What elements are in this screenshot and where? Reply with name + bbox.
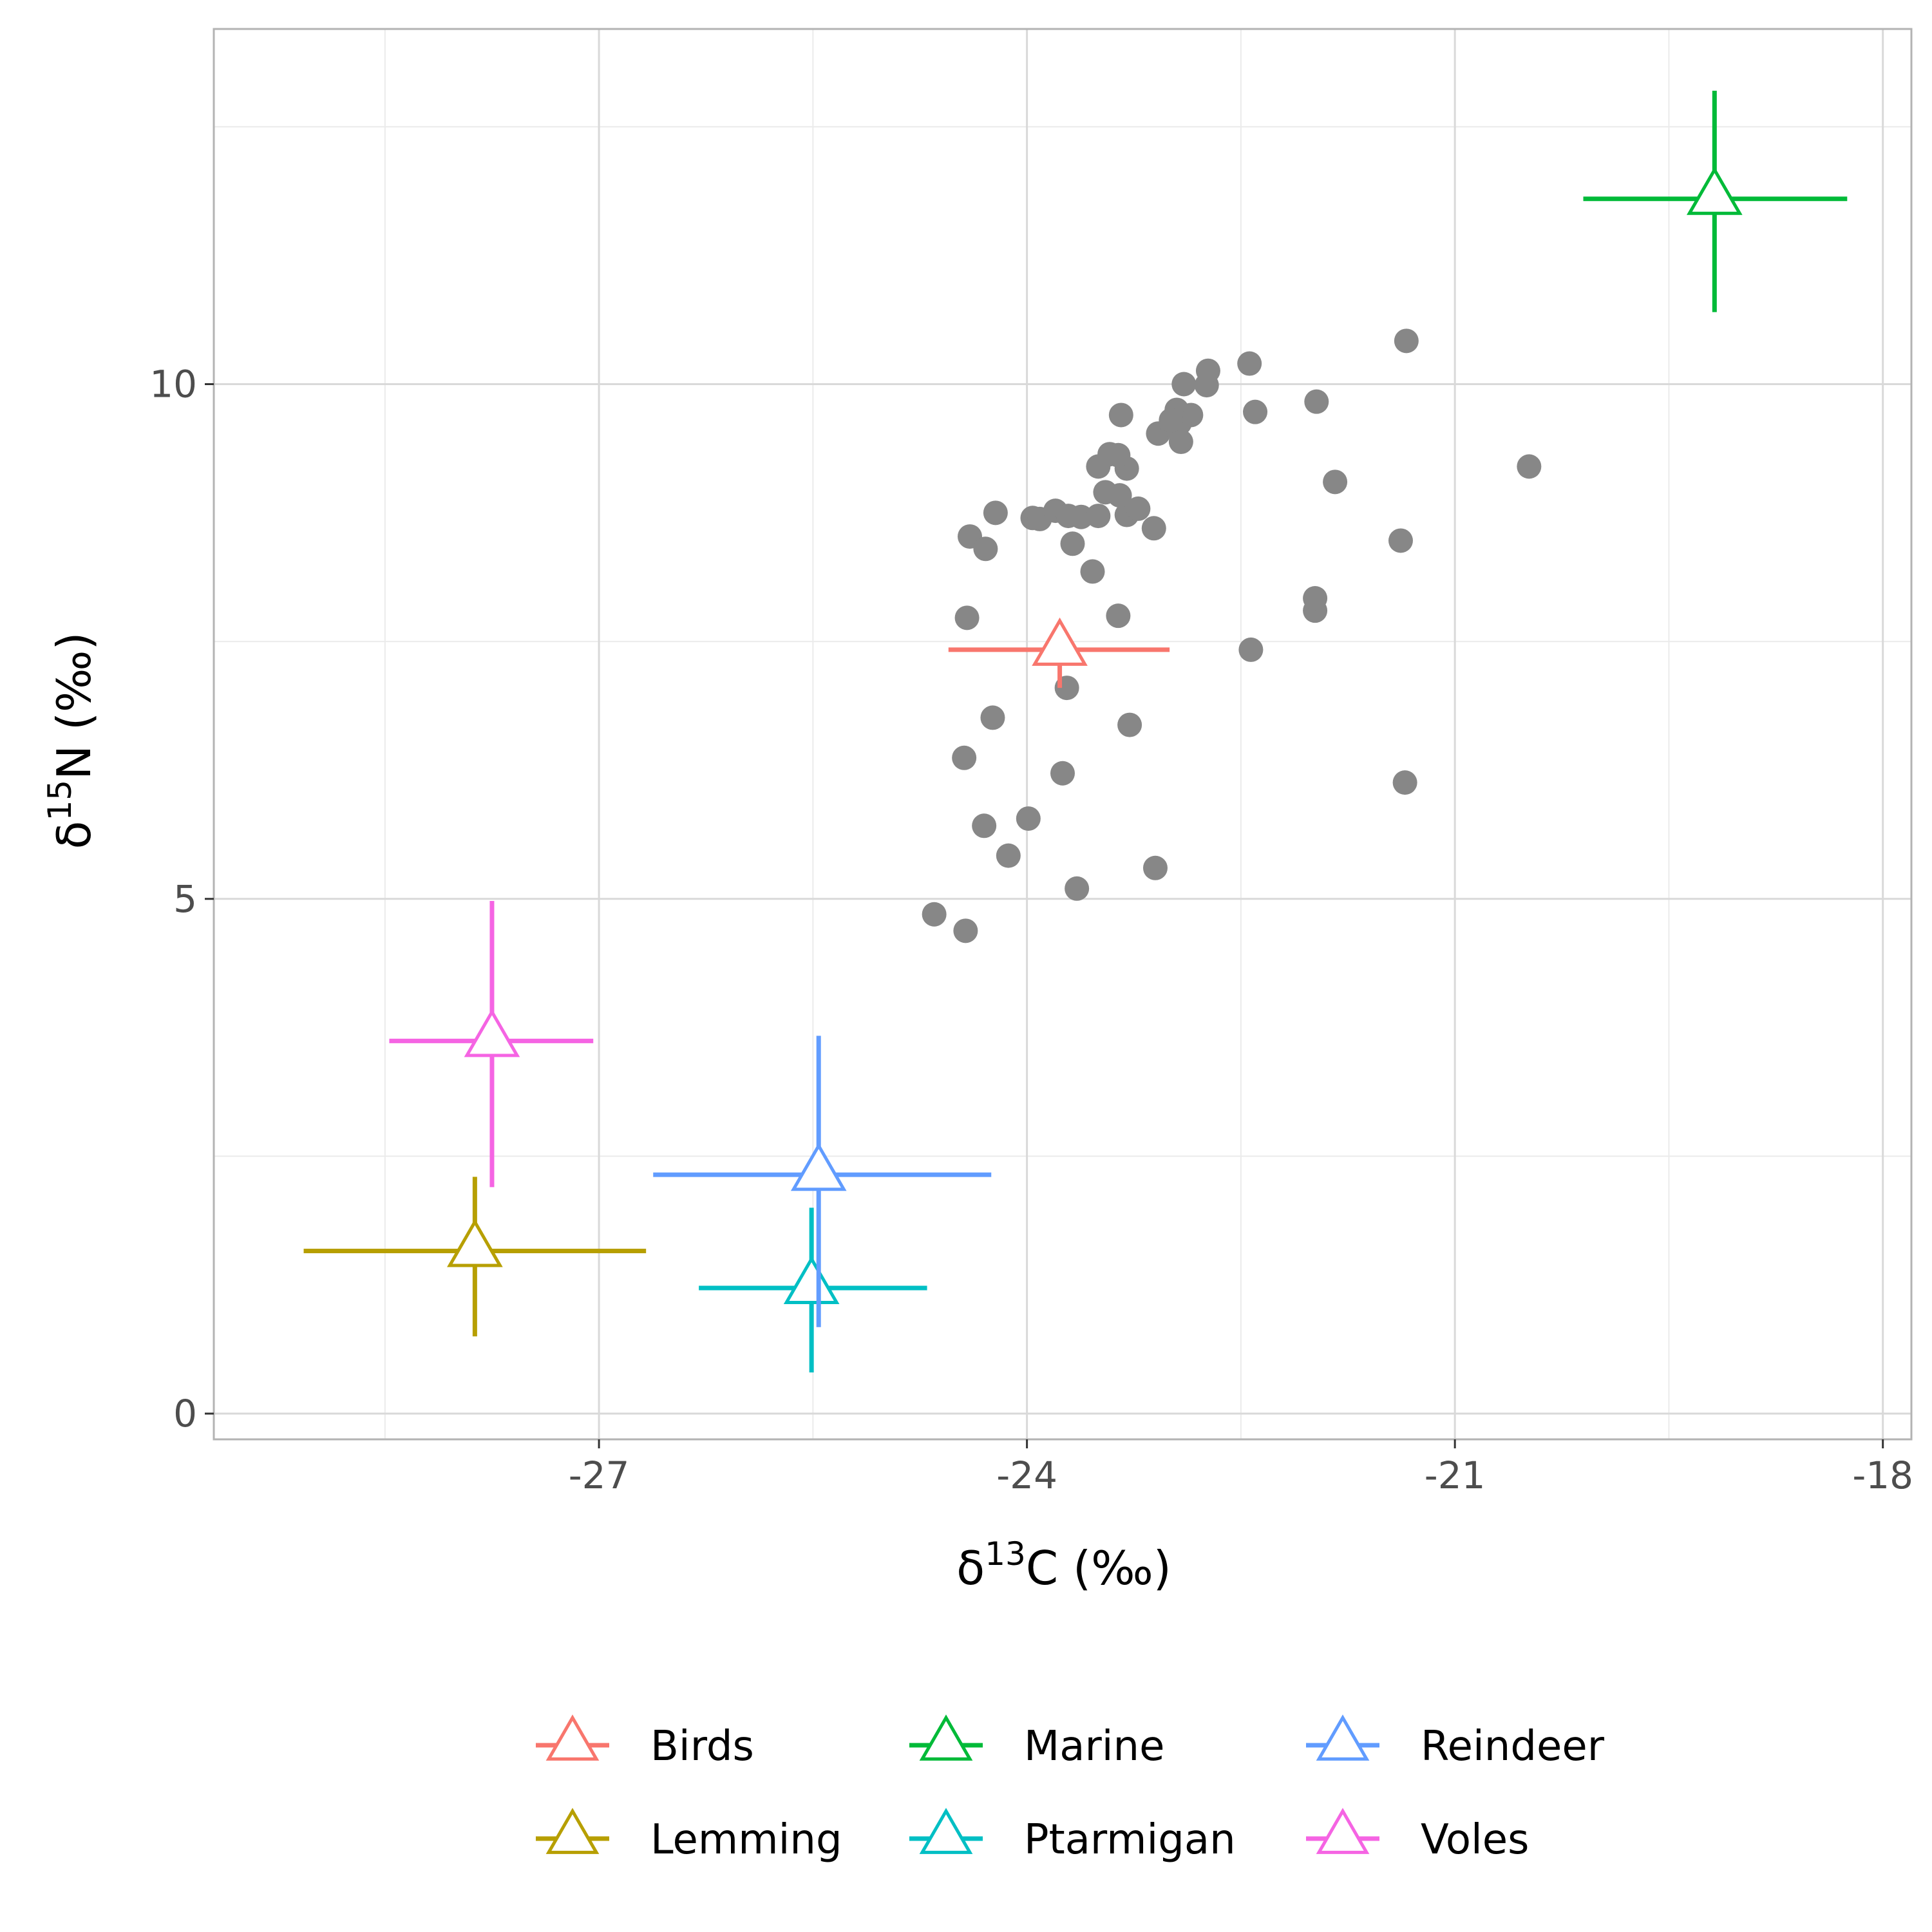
legend-label: Birds bbox=[650, 1723, 754, 1770]
sample-point bbox=[1050, 761, 1075, 786]
legend-label: Reindeer bbox=[1421, 1723, 1605, 1770]
sample-point bbox=[983, 500, 1008, 526]
legend-key-triangle bbox=[919, 1714, 973, 1761]
x-tick-label: -21 bbox=[1425, 1454, 1486, 1497]
legend-item-lemming: Lemming bbox=[536, 1808, 842, 1864]
sample-point bbox=[1243, 399, 1268, 424]
mean-triangle-marker bbox=[447, 1218, 503, 1267]
series-voles bbox=[389, 900, 594, 1188]
sample-point bbox=[1016, 806, 1041, 831]
mean-triangle-marker bbox=[1032, 617, 1088, 666]
series-lemming bbox=[303, 1177, 647, 1337]
sample-point bbox=[1195, 358, 1220, 383]
sample-point bbox=[973, 536, 998, 562]
x-axis-ticks: -27 -24 -21 -18 bbox=[569, 1439, 1913, 1497]
sample-point bbox=[1065, 876, 1090, 901]
sample-point bbox=[1142, 855, 1168, 880]
legend-item-reindeer: Reindeer bbox=[1306, 1714, 1605, 1770]
sample-point bbox=[1080, 559, 1105, 584]
sample-point bbox=[1086, 504, 1111, 529]
sample-point bbox=[1394, 328, 1419, 354]
y-tick-label: 5 bbox=[173, 877, 197, 921]
legend-item-voles: Voles bbox=[1306, 1808, 1529, 1864]
sample-point bbox=[1168, 430, 1193, 455]
x-tick-label: -18 bbox=[1852, 1454, 1913, 1497]
sample-point bbox=[953, 918, 978, 943]
legend-label: Voles bbox=[1421, 1816, 1529, 1864]
sample-point bbox=[1517, 454, 1542, 479]
sample-point bbox=[1303, 585, 1328, 611]
sample-point bbox=[1323, 469, 1348, 495]
sample-point bbox=[952, 745, 977, 770]
sample-point bbox=[972, 813, 997, 838]
mean-triangle-marker bbox=[1686, 166, 1743, 215]
sample-point bbox=[1304, 389, 1329, 414]
legend-label: Marine bbox=[1024, 1723, 1164, 1770]
series-marine bbox=[1583, 90, 1848, 312]
sample-point bbox=[1108, 402, 1133, 428]
sample-point bbox=[1159, 408, 1184, 433]
legend-label: Lemming bbox=[650, 1816, 842, 1864]
sample-point bbox=[1107, 483, 1132, 508]
y-tick-label: 0 bbox=[173, 1392, 197, 1435]
series-reindeer bbox=[653, 1036, 992, 1327]
sample-point bbox=[1117, 712, 1142, 737]
sample-point bbox=[1392, 770, 1417, 795]
y-axis-title: δ15N (‰) bbox=[41, 632, 101, 849]
sample-point bbox=[1106, 603, 1131, 629]
legend-key-triangle bbox=[1316, 1808, 1370, 1854]
plot-panel-border bbox=[213, 28, 1913, 1441]
sample-points bbox=[922, 328, 1542, 943]
sample-point bbox=[1141, 516, 1166, 541]
mean-triangle-marker bbox=[783, 1255, 840, 1305]
mean-triangle-marker bbox=[790, 1142, 847, 1191]
legend-label: Ptarmigan bbox=[1024, 1816, 1236, 1864]
legend-key-triangle bbox=[919, 1808, 973, 1854]
sample-point bbox=[1171, 372, 1197, 397]
mean-triangle-marker bbox=[464, 1009, 520, 1057]
x-axis-title: δ13C (‰) bbox=[956, 1535, 1171, 1595]
legend-item-ptarmigan: Ptarmigan bbox=[909, 1808, 1236, 1864]
series-ptarmigan bbox=[699, 1208, 927, 1373]
sample-point bbox=[1060, 531, 1085, 556]
y-tick-label: 10 bbox=[149, 362, 197, 406]
x-tick-label: -27 bbox=[569, 1454, 630, 1497]
sample-point bbox=[980, 705, 1005, 730]
y-axis-ticks: 0 5 10 bbox=[149, 362, 214, 1435]
series-layer bbox=[303, 90, 1848, 1373]
sample-point bbox=[1106, 442, 1131, 468]
sample-point bbox=[1237, 351, 1262, 376]
sample-point bbox=[954, 605, 980, 630]
legend-item-birds: Birds bbox=[536, 1714, 754, 1770]
legend: Birds Lemming Marine Ptarmigan Reindeer Voles bbox=[536, 1714, 1605, 1864]
legend-item-marine: Marine bbox=[909, 1714, 1164, 1770]
sample-point bbox=[996, 843, 1021, 868]
sample-point bbox=[1126, 496, 1151, 521]
sample-point bbox=[1388, 528, 1413, 553]
x-tick-label: -24 bbox=[996, 1454, 1057, 1497]
sample-point bbox=[1238, 637, 1264, 662]
sample-point bbox=[922, 902, 947, 927]
legend-key-triangle bbox=[1316, 1714, 1370, 1761]
legend-key-triangle bbox=[545, 1808, 600, 1854]
grid-major bbox=[214, 29, 1911, 1439]
series-birds bbox=[948, 617, 1170, 688]
legend-key-triangle bbox=[545, 1714, 600, 1761]
